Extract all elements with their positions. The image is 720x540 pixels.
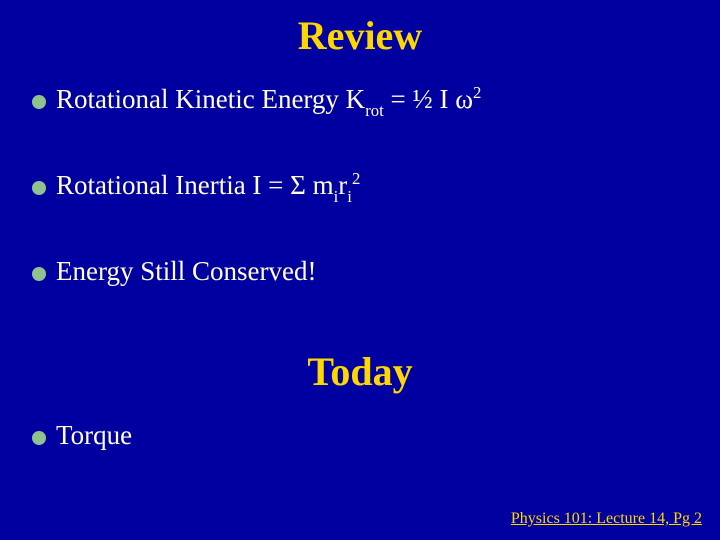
text-fragment: Rotational Kinetic Energy K: [56, 84, 365, 114]
bullet-text-1: Rotational Kinetic Energy Krot = ½ I ω2: [56, 84, 481, 115]
list-item: Rotational Kinetic Energy Krot = ½ I ω2: [32, 84, 481, 115]
bullet-icon: [32, 267, 46, 281]
subscript: i: [347, 187, 352, 206]
superscript: 2: [352, 169, 360, 188]
bullet-icon: [32, 181, 46, 195]
subscript: rot: [365, 101, 384, 120]
bullet-icon: [32, 431, 46, 445]
text-fragment: r: [338, 170, 347, 200]
list-item: Torque: [32, 420, 132, 451]
bullet-icon: [32, 95, 46, 109]
bullet-text-3: Energy Still Conserved!: [56, 256, 316, 287]
text-fragment: Rotational Inertia I = Σ m: [56, 170, 334, 200]
text-fragment: = ½ I ω: [384, 84, 473, 114]
subscript: i: [334, 187, 339, 206]
bullet-text-2: Rotational Inertia I = Σ miri2: [56, 170, 360, 201]
heading-today: Today: [0, 348, 720, 395]
heading-review: Review: [0, 12, 720, 59]
list-item: Rotational Inertia I = Σ miri2: [32, 170, 360, 201]
superscript: 2: [473, 83, 481, 102]
list-item: Energy Still Conserved!: [32, 256, 316, 287]
footer-text: Physics 101: Lecture 14, Pg 2: [511, 510, 702, 528]
bullet-text-4: Torque: [56, 420, 132, 451]
